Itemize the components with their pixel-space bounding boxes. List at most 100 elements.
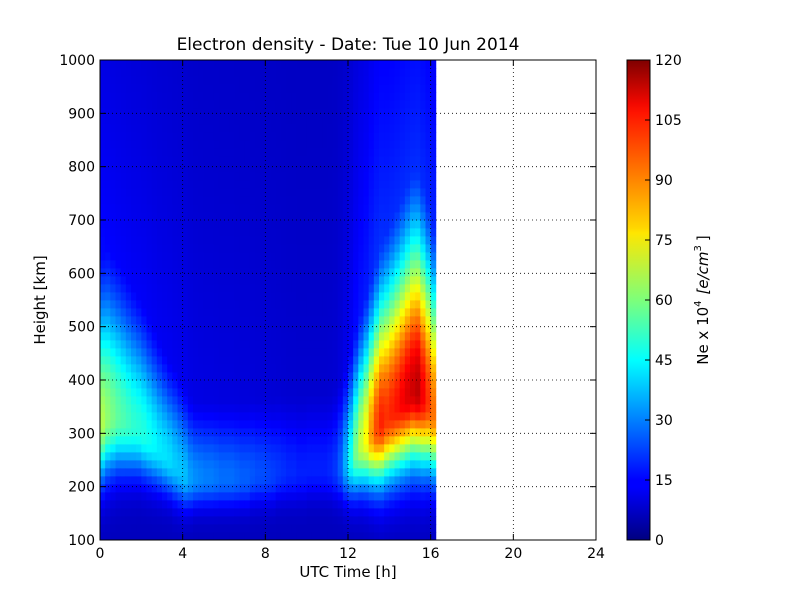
heatmap-cell: [162, 116, 168, 125]
heatmap-cell: [131, 508, 137, 517]
heatmap-cell: [430, 428, 437, 437]
heatmap-cell: [301, 436, 308, 445]
heatmap-cell: [384, 372, 390, 381]
heatmap-cell: [115, 460, 122, 469]
heatmap-cell: [373, 508, 380, 517]
heatmap-cell: [234, 316, 240, 325]
heatmap-cell: [172, 452, 178, 461]
heatmap-cell: [291, 148, 297, 157]
heatmap-cell: [280, 196, 287, 205]
heatmap-cell: [317, 148, 323, 157]
heatmap-cell: [172, 172, 178, 181]
heatmap-cell: [115, 188, 122, 197]
heatmap-cell: [198, 156, 204, 165]
heatmap-cell: [244, 356, 251, 365]
heatmap-cell: [306, 476, 313, 485]
heatmap-cell: [358, 236, 364, 245]
heatmap-cell: [198, 164, 204, 173]
heatmap-cell: [296, 172, 302, 181]
heatmap-cell: [162, 244, 168, 253]
heatmap-cell: [420, 68, 426, 77]
heatmap-cell: [141, 68, 147, 77]
heatmap-cell: [177, 228, 184, 237]
heatmap-cell: [275, 284, 282, 293]
heatmap-cell: [208, 348, 215, 357]
heatmap-cell: [162, 68, 168, 77]
heatmap-cell: [348, 204, 354, 213]
heatmap-cell: [115, 84, 122, 93]
heatmap-cell: [348, 460, 354, 469]
heatmap-cell: [430, 468, 437, 477]
heatmap-cell: [177, 300, 184, 309]
heatmap-cell: [286, 76, 292, 85]
heatmap-cell: [198, 396, 204, 405]
heatmap-cell: [348, 532, 354, 540]
heatmap-cell: [384, 284, 390, 293]
heatmap-cell: [348, 404, 354, 413]
heatmap-cell: [260, 284, 266, 293]
heatmap-cell: [425, 100, 432, 109]
heatmap-cell: [167, 68, 173, 77]
heatmap-cell: [394, 76, 401, 85]
heatmap-cell: [198, 412, 204, 421]
heatmap-cell: [146, 428, 153, 437]
heatmap-cell: [110, 140, 116, 149]
heatmap-cell: [167, 236, 173, 245]
heatmap-cell: [167, 420, 173, 429]
heatmap-cell: [203, 244, 209, 253]
heatmap-cell: [239, 524, 246, 533]
heatmap-cell: [105, 84, 111, 93]
heatmap-cell: [270, 340, 277, 349]
heatmap-cell: [115, 348, 122, 357]
heatmap-cell: [234, 116, 240, 125]
heatmap-cell: [203, 148, 209, 157]
heatmap-cell: [389, 348, 395, 357]
heatmap-cell: [234, 284, 240, 293]
heatmap-cell: [425, 268, 432, 277]
heatmap-cell: [100, 228, 106, 237]
heatmap-cell: [270, 180, 277, 189]
heatmap-cell: [425, 476, 432, 485]
heatmap-cell: [156, 252, 163, 261]
heatmap-cell: [239, 260, 246, 269]
heatmap-cell: [363, 372, 370, 381]
heatmap-cell: [353, 116, 359, 125]
heatmap-cell: [260, 180, 266, 189]
heatmap-cell: [420, 92, 426, 101]
heatmap-cell: [368, 340, 375, 349]
heatmap-cell: [265, 452, 271, 461]
heatmap-cell: [358, 228, 364, 237]
heatmap-cell: [394, 468, 401, 477]
heatmap-cell: [249, 308, 256, 317]
heatmap-cell: [415, 220, 421, 229]
heatmap-cell: [193, 220, 199, 229]
heatmap-cell: [373, 140, 380, 149]
heatmap-cell: [337, 372, 344, 381]
heatmap-cell: [125, 476, 132, 485]
heatmap-cell: [430, 324, 437, 333]
heatmap-cell: [198, 532, 204, 540]
heatmap-cell: [151, 132, 158, 141]
colorbar-tick-label: 120: [655, 53, 682, 69]
heatmap-cell: [389, 340, 395, 349]
heatmap-cell: [203, 76, 209, 85]
heatmap-cell: [193, 300, 199, 309]
heatmap-cell: [301, 244, 308, 253]
heatmap-cell: [337, 324, 344, 333]
heatmap-cell: [275, 92, 282, 101]
heatmap-cell: [115, 100, 122, 109]
heatmap-cell: [275, 60, 282, 69]
heatmap-cell: [420, 252, 426, 261]
heatmap-cell: [100, 476, 106, 485]
heatmap-cell: [306, 108, 313, 117]
heatmap-cell: [404, 108, 411, 117]
heatmap-cell: [249, 172, 256, 181]
heatmap-cell: [363, 196, 370, 205]
heatmap-cell: [410, 436, 416, 445]
heatmap-cell: [342, 324, 349, 333]
heatmap-cell: [146, 532, 153, 540]
heatmap-cell: [368, 364, 375, 373]
heatmap-cell: [224, 484, 230, 493]
heatmap-cell: [337, 172, 344, 181]
colorbar-label-units: [e/cm: [694, 251, 712, 294]
